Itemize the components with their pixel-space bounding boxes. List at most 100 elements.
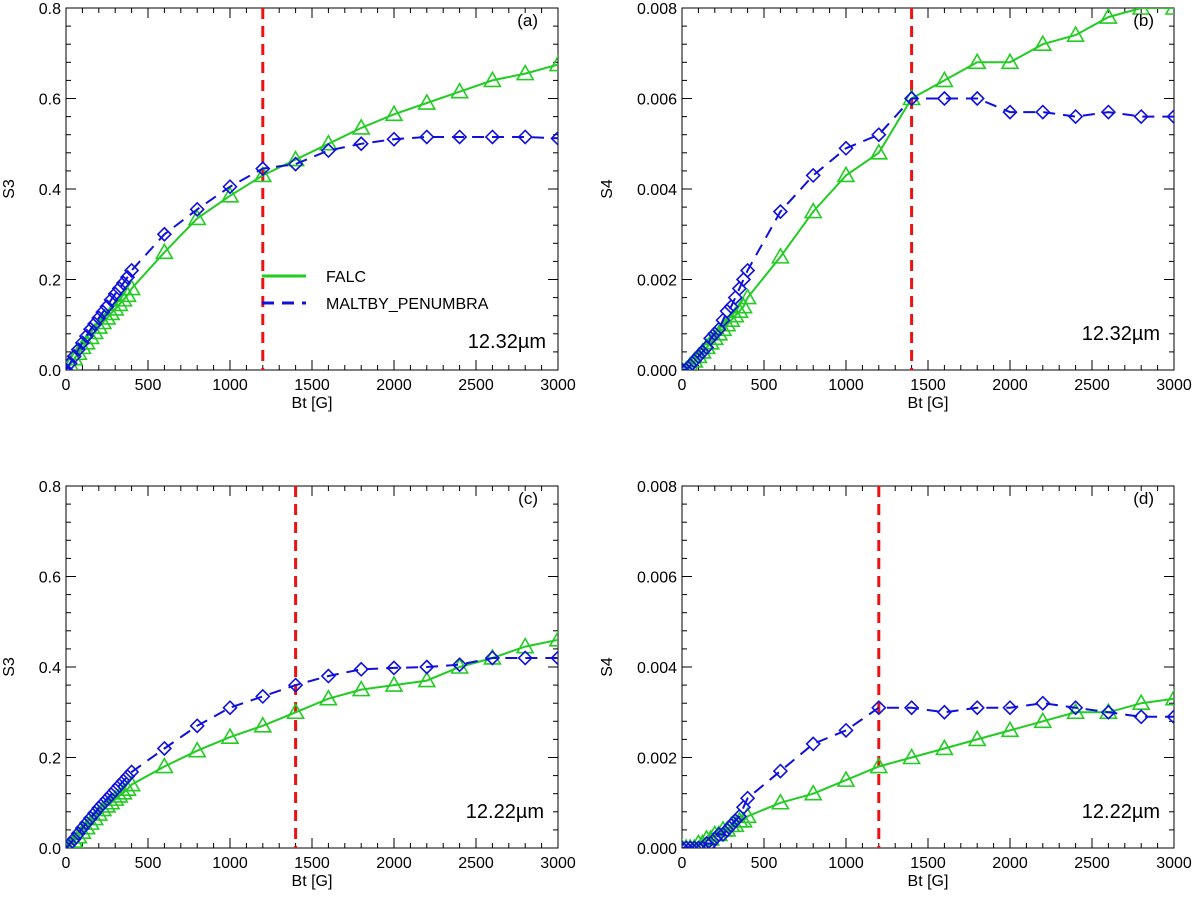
falc-point bbox=[319, 689, 338, 706]
x-tick-label: 2000 bbox=[376, 377, 412, 394]
y-tick-label: 0.4 bbox=[39, 660, 61, 677]
x-tick-label: 3000 bbox=[1156, 855, 1192, 872]
maltby-point bbox=[838, 722, 854, 738]
y-axis-label: S4 bbox=[599, 179, 616, 199]
falc-point bbox=[220, 727, 240, 744]
y-tick-label: 0.006 bbox=[637, 570, 677, 587]
falc-point bbox=[515, 64, 535, 81]
falc-point bbox=[1033, 34, 1053, 52]
maltby-point bbox=[1002, 104, 1018, 120]
y-tick-label: 0.002 bbox=[637, 273, 677, 290]
series-line-falc bbox=[682, 8, 1174, 370]
maltby-point bbox=[517, 129, 533, 145]
falc-point bbox=[351, 118, 371, 135]
falc-point bbox=[717, 315, 737, 332]
x-tick-label: 1000 bbox=[828, 377, 864, 394]
maltby-point bbox=[1035, 695, 1051, 711]
falc-point bbox=[319, 134, 338, 151]
y-tick-label: 0.000 bbox=[637, 363, 677, 380]
x-tick-label: 1000 bbox=[212, 377, 248, 394]
maltby-point bbox=[690, 348, 707, 365]
falc-point bbox=[1066, 25, 1085, 42]
maltby-point bbox=[703, 330, 719, 346]
panel-label: (c) bbox=[518, 489, 538, 508]
maltby-point bbox=[871, 700, 887, 716]
maltby-point bbox=[517, 650, 533, 666]
panel-c: 0 500 1000 1500 2000 2500 3000 0.0 0.2 0.4 0.6 0.8 B… bbox=[1, 479, 576, 890]
falc-point bbox=[351, 680, 371, 697]
legend-label-0: FALC bbox=[326, 269, 366, 286]
maltby-point bbox=[320, 668, 337, 684]
maltby-point bbox=[74, 335, 91, 351]
x-tick-label: 2500 bbox=[458, 377, 494, 394]
x-tick-label: 2500 bbox=[1074, 855, 1110, 872]
y-axis-label: S4 bbox=[599, 657, 616, 677]
x-axis-label: Bt [G] bbox=[292, 395, 333, 412]
maltby-point bbox=[189, 201, 205, 217]
falc-point bbox=[114, 290, 133, 307]
maltby-point bbox=[838, 140, 854, 156]
maltby-point bbox=[78, 328, 95, 344]
falc-point bbox=[253, 716, 273, 733]
maltby-point bbox=[123, 764, 140, 780]
maltby-point bbox=[255, 161, 271, 177]
maltby-point bbox=[353, 661, 369, 677]
maltby-point bbox=[74, 820, 91, 836]
falc-point bbox=[81, 327, 100, 345]
falc-point bbox=[738, 287, 757, 305]
falc-point bbox=[1000, 52, 1020, 70]
maltby-point bbox=[550, 130, 558, 146]
falc-point bbox=[730, 301, 749, 318]
falc-point bbox=[836, 770, 856, 787]
maltby-point bbox=[287, 156, 304, 172]
maltby-point bbox=[871, 127, 887, 143]
falc-point bbox=[286, 702, 305, 720]
falc-point bbox=[450, 657, 469, 674]
maltby-point bbox=[87, 805, 103, 821]
maltby-point bbox=[189, 718, 205, 734]
maltby-point bbox=[107, 286, 123, 302]
y-tick-label: 0.000 bbox=[637, 841, 677, 858]
maltby-point bbox=[156, 740, 173, 757]
falc-point bbox=[935, 70, 954, 88]
panel-b: 0 500 1000 1500 2000 2500 3000 0.000 0.002 0.004 0… bbox=[599, 1, 1192, 412]
falc-point bbox=[109, 294, 129, 312]
falc-point bbox=[253, 165, 273, 183]
falc-point bbox=[81, 813, 100, 830]
falc-point bbox=[935, 738, 954, 756]
series-line-falc bbox=[682, 697, 1174, 848]
x-tick-label: 1000 bbox=[212, 855, 248, 872]
maltby-point bbox=[1166, 709, 1174, 725]
maltby-point bbox=[255, 688, 271, 705]
maltby-point bbox=[82, 321, 99, 337]
maltby-point bbox=[451, 129, 468, 145]
falc-point bbox=[734, 811, 753, 828]
maltby-point bbox=[119, 768, 136, 785]
series-line-falc bbox=[66, 63, 558, 370]
legend: FALC MALTBY_PENUMBRA bbox=[262, 269, 489, 313]
falc-point bbox=[85, 322, 105, 340]
x-axis-label: Bt [G] bbox=[908, 395, 949, 412]
maltby-point bbox=[805, 736, 821, 752]
x-tick-label: 1500 bbox=[910, 377, 946, 394]
plot-frame bbox=[65, 7, 559, 371]
maltby-point bbox=[1035, 104, 1051, 120]
falc-point bbox=[1164, 689, 1174, 706]
falc-point bbox=[77, 333, 96, 350]
maltby-point bbox=[715, 826, 731, 843]
plot-frame bbox=[681, 485, 1175, 849]
falc-point bbox=[85, 808, 105, 826]
maltby-point bbox=[1133, 108, 1149, 125]
plot-area bbox=[682, 8, 1174, 370]
panel-label: (a) bbox=[517, 11, 538, 30]
panel-label: (b) bbox=[1133, 11, 1154, 30]
falc-point bbox=[803, 784, 823, 801]
maltby-point bbox=[70, 342, 86, 358]
falc-point bbox=[967, 729, 987, 747]
maltby-point bbox=[735, 271, 752, 288]
maltby-point bbox=[772, 203, 789, 220]
maltby-point bbox=[484, 129, 501, 145]
maltby-point bbox=[1133, 709, 1149, 725]
x-tick-label: 3000 bbox=[1156, 377, 1192, 394]
y-tick-label: 0.2 bbox=[39, 751, 61, 768]
